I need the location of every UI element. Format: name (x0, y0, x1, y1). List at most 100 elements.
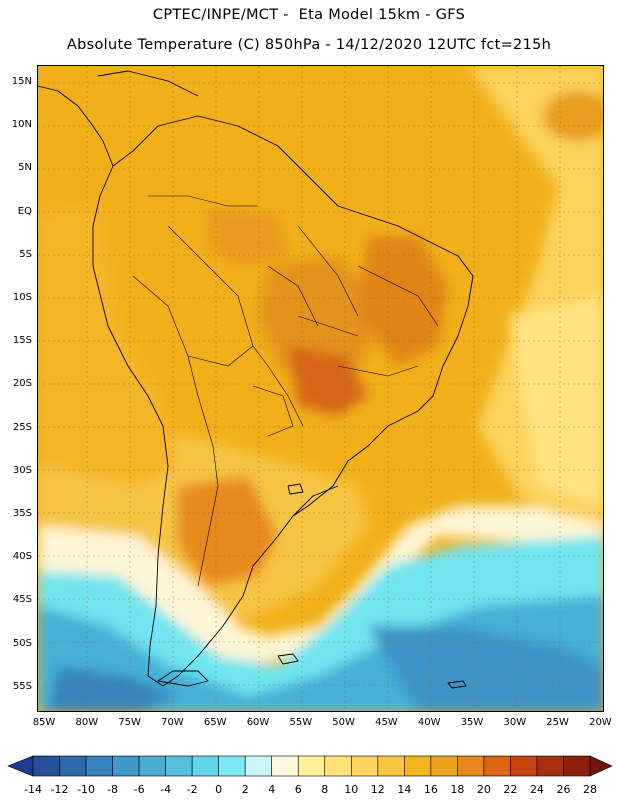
lon-label: 45W (375, 717, 398, 728)
colorbar-swatch (457, 755, 485, 777)
border-bolivia (187, 345, 254, 367)
central-america-coastline (38, 85, 114, 167)
lon-label: 60W (246, 717, 270, 728)
colorbar-label: -8 (107, 783, 119, 796)
lon-label: 65W (203, 717, 227, 728)
lat-label: 55S (12, 680, 32, 692)
colorbar-label: 28 (583, 783, 597, 796)
colorbar-swatch (430, 755, 458, 777)
border-andes (132, 275, 219, 587)
colorbar-label: -2 (186, 783, 198, 796)
colorbar-swatch (138, 755, 166, 777)
coastlines (38, 70, 474, 689)
field-cyan-band (38, 536, 603, 706)
border-states-5 (267, 265, 319, 327)
colorbar-swatch (32, 755, 60, 777)
lat-label: 30S (12, 464, 32, 476)
lat-label: 40S (12, 551, 32, 563)
lat-label: 10S (12, 292, 32, 303)
colorbar-label: 18 (450, 783, 465, 796)
colorbar-label: 10 (344, 783, 359, 796)
lon-label: 25W (546, 717, 569, 728)
south-america-coastline (92, 115, 474, 687)
colorbar-label: 22 (503, 783, 518, 796)
field-hot-patagonia (178, 476, 278, 586)
colorbar-swatch (510, 755, 538, 777)
tierra-del-fuego (157, 670, 209, 687)
colorbar-swatch (536, 755, 564, 777)
colorbar-swatch (563, 755, 591, 777)
colorbar-swatch (483, 755, 511, 777)
colorbar-swatch (59, 755, 87, 777)
lat-label: 15N (11, 76, 32, 87)
border-states-4 (297, 315, 359, 337)
colorbar-label: 6 (294, 783, 302, 796)
lat-label: 35S (12, 508, 32, 519)
lat-label: 10N (11, 119, 32, 131)
field-hot-brazil-center (258, 256, 378, 386)
colorbar-swatch (297, 755, 326, 777)
field-deep-blue-ocean (368, 626, 603, 711)
field-yellow-atlantic (508, 296, 603, 506)
colorbar-label: 16 (423, 783, 438, 796)
colorbar-arrow-high (589, 755, 613, 777)
lon-label: 80W (75, 717, 99, 728)
colorbar-swatch (112, 755, 140, 777)
lon-label: 70W (161, 717, 184, 728)
temperature-field (38, 66, 603, 711)
lat-label: 25S (12, 421, 32, 433)
colorbar-arrow-low (7, 755, 34, 777)
colorbar-label: -4 (160, 783, 172, 796)
lat-label: 5S (19, 248, 32, 260)
caribbean-coastline (97, 70, 199, 97)
south-georgia (447, 680, 467, 689)
lat-label: EQ (17, 205, 32, 217)
colorbar-swatch (271, 755, 299, 777)
map-title-line1: CPTEC/INPE/MCT - Eta Model 15km - GFS (152, 7, 466, 23)
colorbar-swatch (165, 755, 193, 777)
lon-label: 20W (589, 717, 612, 728)
field-hot-brazil-east (358, 236, 448, 366)
colorbar-label: 8 (321, 783, 329, 796)
colorbar-swatch (350, 755, 379, 777)
border-states-2 (357, 265, 439, 327)
border-paraguay (252, 385, 294, 437)
lat-label: 5N (18, 162, 32, 174)
colorbar-swatch (404, 755, 432, 777)
lon-label: 40W (417, 717, 441, 728)
colorbar-label: -14 (24, 783, 42, 796)
lon-label: 50W (332, 717, 355, 728)
colorbar-label: 4 (268, 783, 276, 796)
colorbar-label: 0 (215, 783, 223, 796)
field-hot-brazil-south (288, 346, 368, 416)
color-scale-bar (7, 755, 613, 777)
lat-label: 50S (12, 637, 32, 649)
lon-label: 75W (118, 717, 141, 728)
colorbar-swatch (244, 755, 273, 777)
temperature-map (37, 65, 604, 712)
falklands (277, 653, 299, 665)
colorbar-swatch (218, 755, 246, 777)
colorbar-label: 14 (397, 783, 412, 796)
border-states-1 (297, 225, 359, 317)
political-borders (132, 195, 439, 587)
border-states-3 (337, 365, 419, 377)
lat-label: 15S (12, 335, 32, 347)
colorbar-label: -6 (133, 783, 145, 796)
lon-label: 55W (289, 717, 313, 728)
border-north (148, 195, 258, 207)
lat-label: 20S (12, 378, 32, 390)
field-hot-amazon (208, 206, 288, 266)
colorbar-label: 24 (529, 783, 544, 796)
colorbar-label: 26 (556, 783, 571, 796)
colorbar-label: 20 (476, 783, 491, 796)
colorbar-label: -12 (50, 783, 69, 796)
colorbar-label: -10 (77, 783, 96, 796)
map-title-line2: Absolute Temperature (C) 850hPa - 14/12/… (66, 37, 552, 53)
uruguay-coast (292, 485, 339, 517)
lon-label: 85W (32, 717, 56, 728)
lon-label: 30W (503, 717, 527, 728)
map-canvas (38, 66, 603, 711)
colorbar-swatch (85, 755, 113, 777)
lat-label: 45S (12, 594, 32, 606)
